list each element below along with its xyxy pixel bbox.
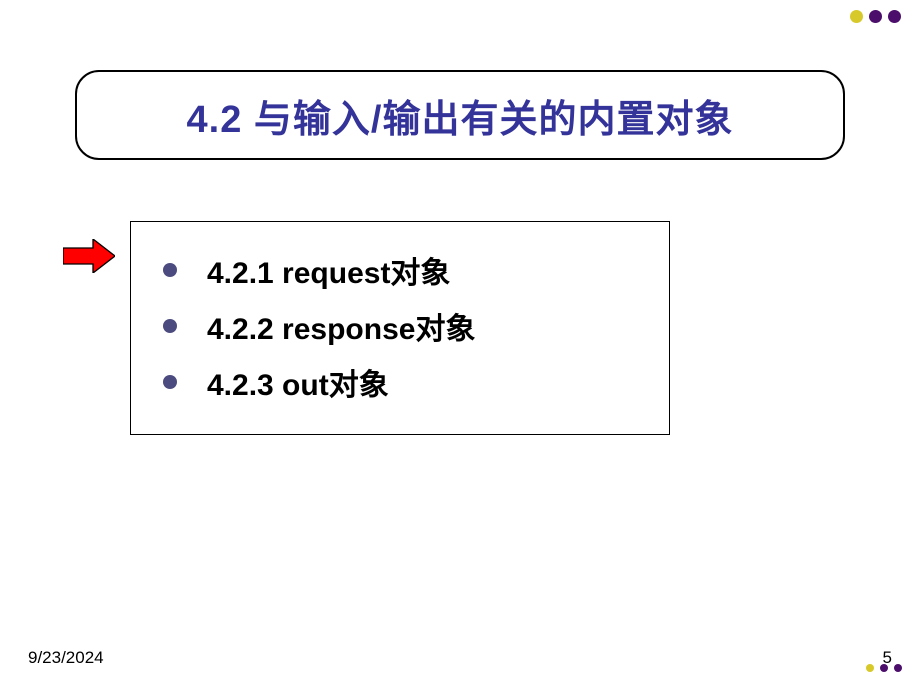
dot	[880, 664, 888, 672]
dot	[888, 10, 901, 23]
bullet-icon	[163, 375, 177, 389]
content-list: 4.2.1 request对象 4.2.2 response对象 4.2.3 o…	[130, 221, 670, 435]
list-item: 4.2.3 out对象	[163, 360, 647, 404]
list-item-label: 4.2.3 out对象	[207, 360, 389, 404]
title-box: 4.2 与输入/输出有关的内置对象	[75, 70, 845, 160]
deco-dots-top	[850, 10, 901, 23]
list-item: 4.2.1 request对象	[163, 248, 647, 292]
dot	[894, 664, 902, 672]
list-item: 4.2.2 response对象	[163, 304, 647, 348]
arrow-icon	[63, 239, 115, 278]
bullet-icon	[163, 263, 177, 277]
dot	[869, 10, 882, 23]
slide-title: 4.2 与输入/输出有关的内置对象	[187, 88, 734, 143]
list-item-label: 4.2.1 request对象	[207, 248, 450, 292]
footer-date: 9/23/2024	[28, 648, 104, 668]
dot	[866, 664, 874, 672]
deco-dots-bottom	[866, 664, 902, 672]
bullet-icon	[163, 319, 177, 333]
dot	[850, 10, 863, 23]
list-item-label: 4.2.2 response对象	[207, 304, 475, 348]
